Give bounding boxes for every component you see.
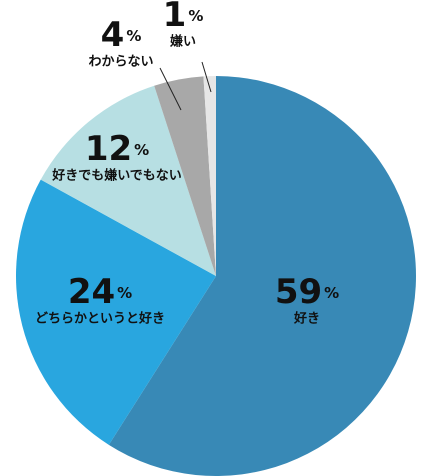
value-label: 59% (275, 272, 339, 312)
category-label: どちらかというと好き (35, 311, 165, 327)
pie-slice (154, 76, 216, 276)
value-unit: % (188, 7, 203, 25)
value-unit: % (324, 284, 339, 302)
leader-line (159, 67, 182, 111)
value-unit: % (126, 27, 141, 45)
value-number: 12 (85, 129, 132, 169)
pie-slice (108, 76, 417, 476)
category-label: 好き (293, 311, 320, 327)
category-label: 嫌い (169, 34, 196, 50)
pie-slice (15, 179, 217, 445)
pie-slice (203, 76, 216, 276)
value-label: 1% (163, 0, 204, 35)
value-number: 1 (163, 0, 187, 35)
value-number: 24 (68, 272, 115, 312)
leader-line (201, 61, 212, 93)
slices (15, 76, 417, 476)
pie-slice (40, 85, 216, 276)
category-label: 好きでも嫌いでもない (51, 168, 182, 184)
value-unit: % (134, 141, 149, 159)
value-unit: % (117, 284, 132, 302)
value-number: 59 (275, 272, 322, 312)
value-label: 4% (101, 15, 142, 55)
value-label: 12% (85, 129, 149, 169)
value-number: 4 (101, 15, 125, 55)
category-label: わからない (88, 55, 153, 70)
value-label: 24% (68, 272, 132, 312)
